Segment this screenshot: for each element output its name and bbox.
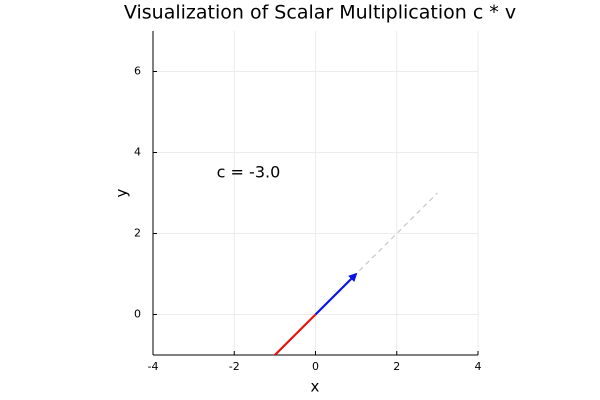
y-tick-label: 6 [134,65,141,78]
x-tick-label: -2 [229,360,240,373]
x-tick-label: 0 [312,360,319,373]
x-tick-label: -4 [148,360,159,373]
vector-line [273,313,317,355]
y-tick-label: 0 [134,308,141,321]
chart-title: Visualization of Scalar Multiplication c… [124,2,516,24]
x-axis-title: x [311,378,320,396]
y-axis-title: y [113,188,131,197]
annotation: c = -3.0 [217,162,281,181]
plot-area [273,192,438,355]
x-tick-label: 4 [475,360,482,373]
vector-line [314,272,358,316]
x-tick-label: 2 [393,360,400,373]
y-tick-label: 4 [134,146,141,159]
y-tick-label: 2 [134,227,141,240]
